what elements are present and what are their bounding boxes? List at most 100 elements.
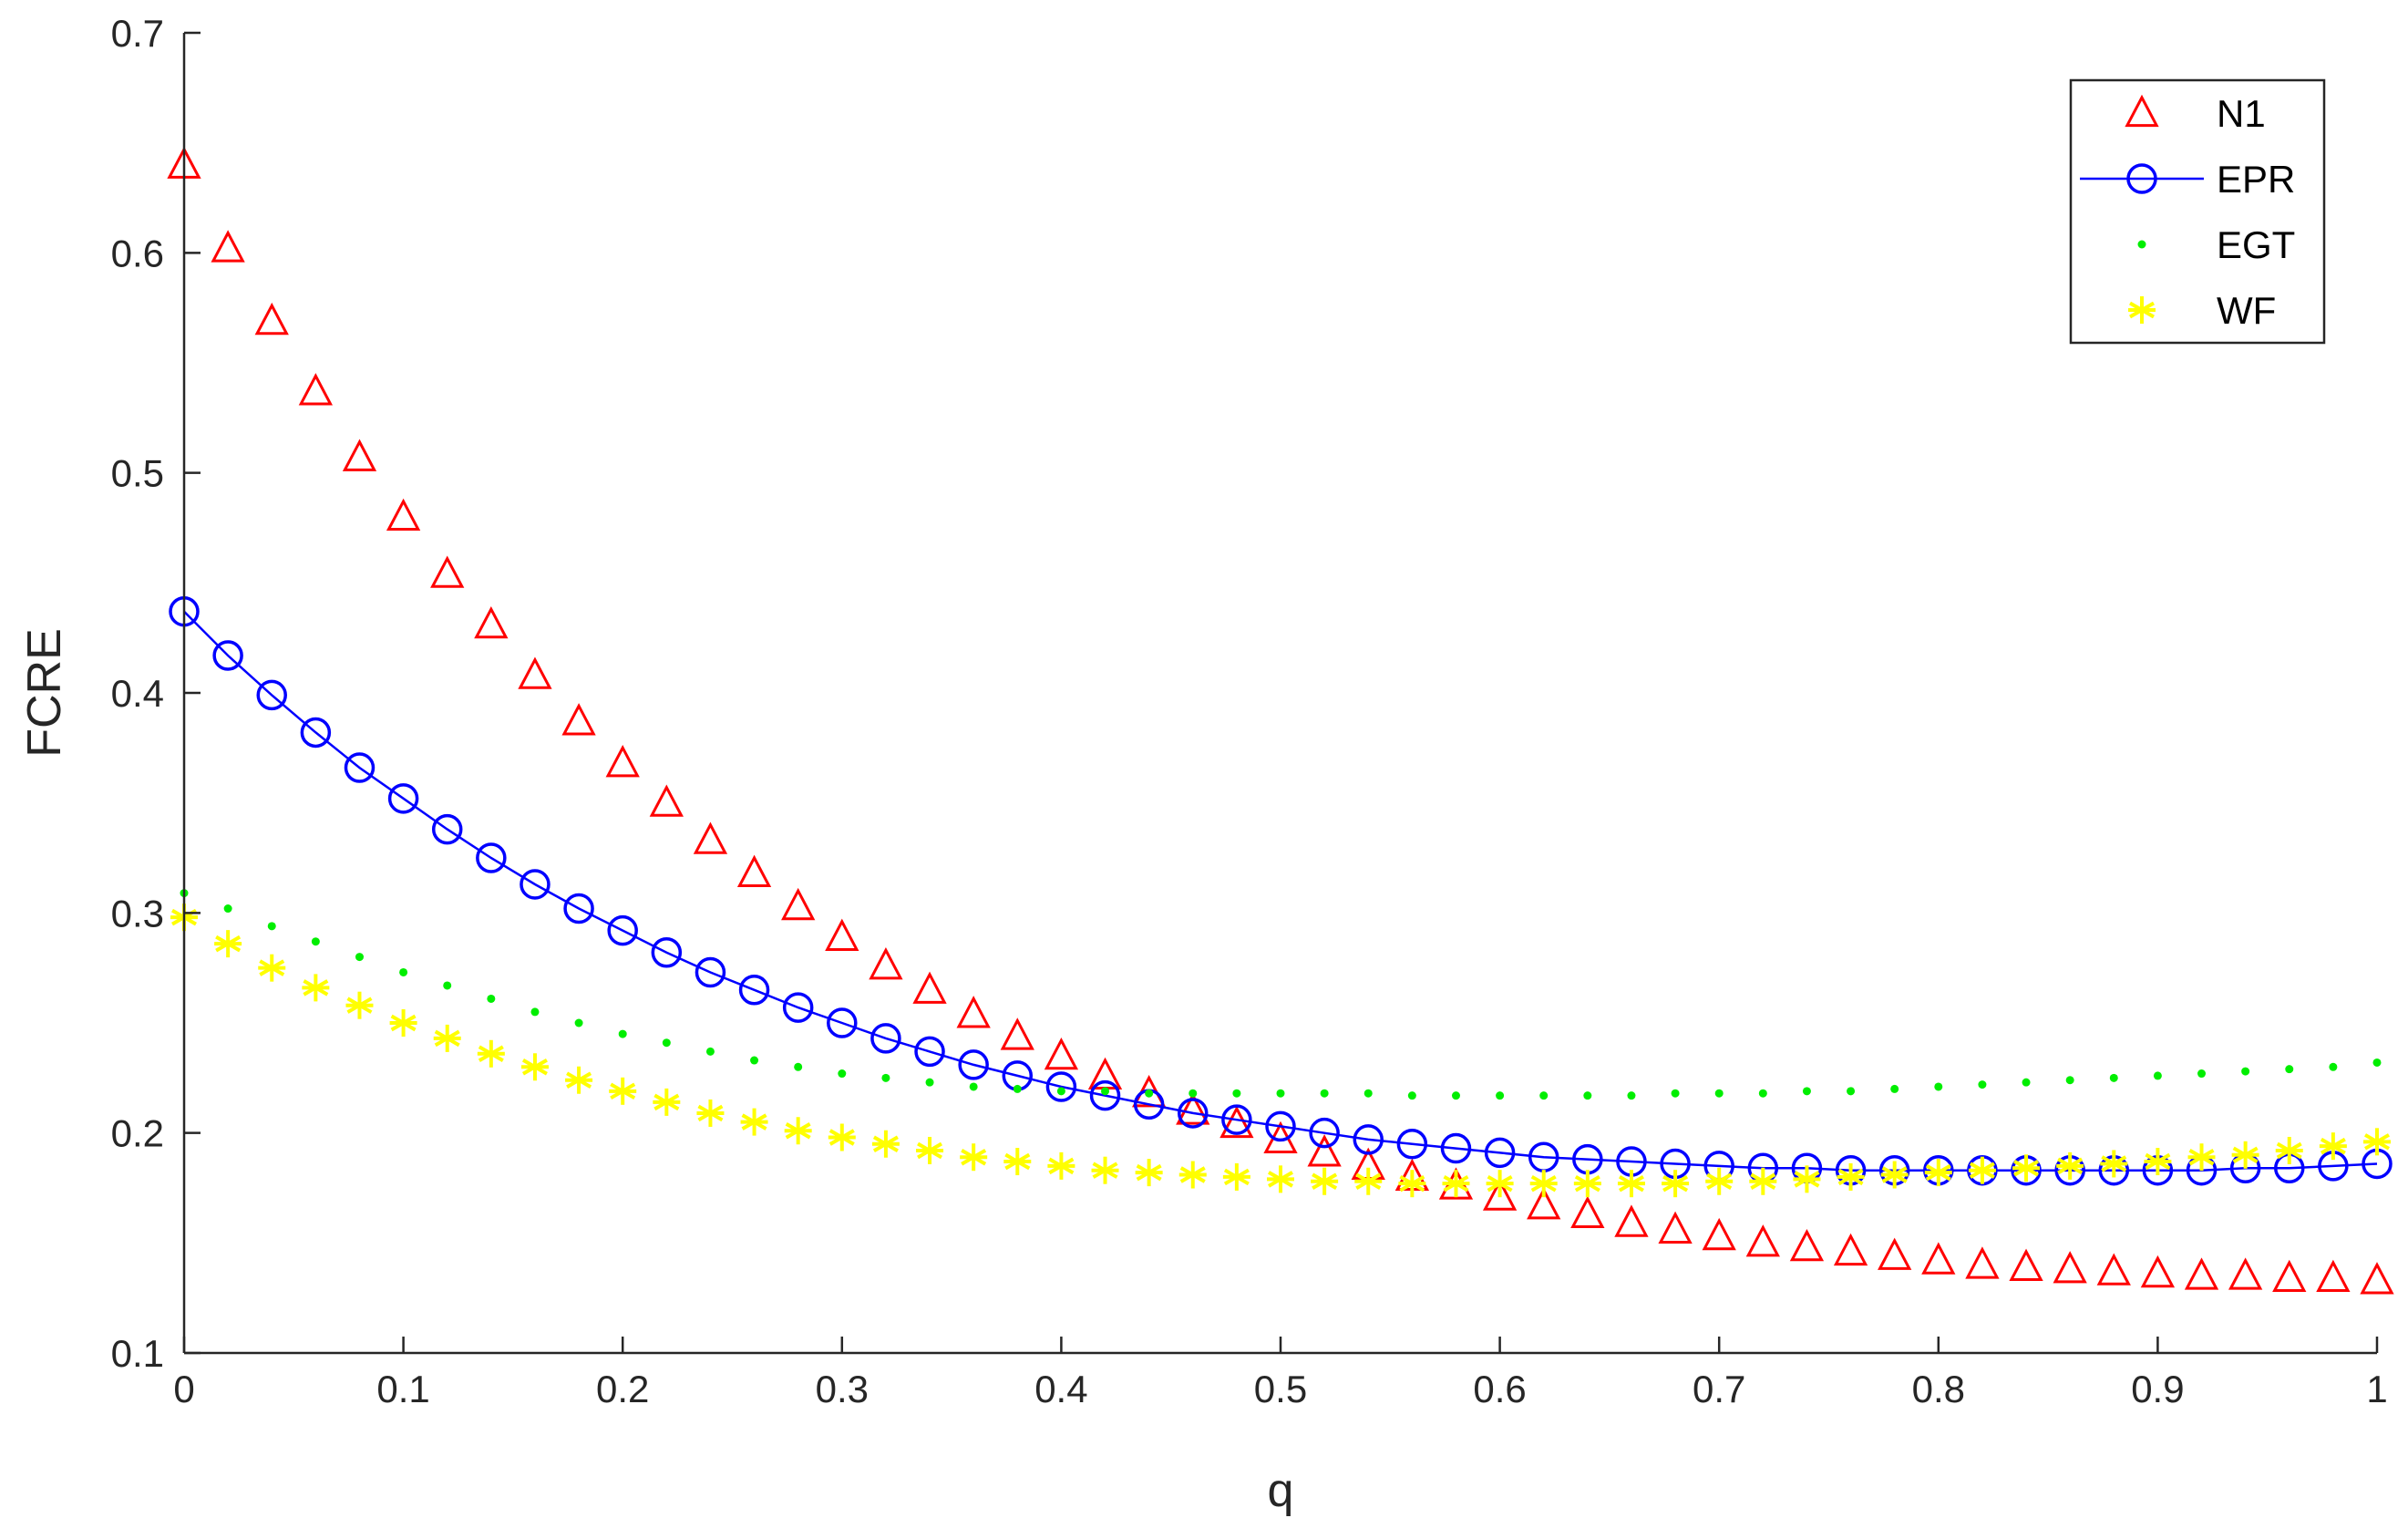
x-tick-label: 0.9 bbox=[2131, 1368, 2184, 1410]
data-point-wf bbox=[345, 991, 374, 1019]
data-point-egt bbox=[1496, 1091, 1505, 1100]
data-point-n1 bbox=[1833, 1233, 1868, 1266]
data-point-wf bbox=[477, 1039, 505, 1068]
data-point-n1 bbox=[1176, 1092, 1210, 1125]
data-point-egt bbox=[2197, 1069, 2207, 1079]
data-point-n1 bbox=[1570, 1195, 1605, 1229]
data-point-epr bbox=[300, 717, 332, 749]
legend-label-epr: EPR bbox=[2217, 158, 2295, 201]
data-point-wf bbox=[2363, 1128, 2391, 1156]
x-tick-label: 0.7 bbox=[1693, 1368, 1745, 1410]
x-tick-label: 0.4 bbox=[1034, 1368, 1087, 1410]
data-point-egt bbox=[2109, 1073, 2118, 1082]
data-point-n1 bbox=[1789, 1228, 1825, 1262]
data-point-n1 bbox=[254, 302, 289, 336]
y-tick-label: 0.6 bbox=[111, 232, 164, 274]
data-point-egt bbox=[443, 981, 452, 990]
data-point-egt bbox=[1627, 1091, 1636, 1100]
data-point-n1 bbox=[2228, 1257, 2263, 1290]
legend-box bbox=[2069, 78, 2326, 345]
data-point-egt bbox=[705, 1047, 715, 1056]
data-point-egt bbox=[1934, 1082, 1943, 1091]
data-point-n1 bbox=[2316, 1259, 2351, 1293]
data-point-wf bbox=[1705, 1167, 1734, 1195]
data-point-egt bbox=[223, 904, 232, 914]
data-point-n1 bbox=[1702, 1217, 1736, 1251]
data-point-wf bbox=[1267, 1165, 1294, 1193]
data-point-wf bbox=[1222, 1162, 1250, 1191]
data-point-wf bbox=[433, 1024, 461, 1052]
y-axis-label: FCRE bbox=[18, 628, 71, 758]
data-point-wf bbox=[1573, 1170, 1601, 1198]
data-point-egt bbox=[2329, 1062, 2338, 1071]
data-point-egt bbox=[574, 1018, 583, 1027]
data-point-egt bbox=[794, 1062, 803, 1071]
data-point-n1 bbox=[1000, 1017, 1034, 1050]
data-point-n1 bbox=[1614, 1204, 1649, 1237]
data-point-n1 bbox=[1044, 1037, 1079, 1070]
data-point-egt bbox=[1232, 1089, 1241, 1098]
data-point-epr bbox=[782, 992, 814, 1023]
data-point-egt bbox=[2285, 1065, 2294, 1074]
x-tick-label: 0.1 bbox=[376, 1368, 429, 1410]
data-point-epr bbox=[1353, 1124, 1384, 1155]
data-point-n1 bbox=[649, 784, 684, 817]
data-point-egt bbox=[1101, 1087, 1110, 1096]
data-point-n1 bbox=[561, 703, 596, 736]
data-point-wf bbox=[740, 1108, 768, 1136]
data-point-n1 bbox=[342, 439, 377, 471]
data-point-wf bbox=[1486, 1170, 1514, 1198]
data-point-wf bbox=[2187, 1143, 2216, 1172]
data-point-egt bbox=[1671, 1089, 1680, 1098]
data-point-egt bbox=[2372, 1058, 2382, 1067]
data-point-wf bbox=[1968, 1156, 1996, 1184]
data-point-n1 bbox=[1219, 1105, 1254, 1139]
data-point-egt bbox=[2065, 1076, 2074, 1085]
data-point-egt bbox=[1407, 1091, 1416, 1100]
legend-label-n1: N1 bbox=[2217, 92, 2266, 135]
data-point-n1 bbox=[869, 947, 903, 980]
data-point-epr bbox=[870, 1023, 901, 1054]
data-point-wf bbox=[609, 1077, 637, 1105]
data-point-wf bbox=[214, 930, 242, 958]
data-point-wf bbox=[1003, 1148, 1032, 1176]
data-point-egt bbox=[1320, 1089, 1329, 1098]
data-point-n1 bbox=[1307, 1134, 1342, 1167]
data-point-n1 bbox=[474, 605, 509, 639]
data-point-epr bbox=[651, 937, 683, 968]
axes: q FCRE 0 0.1 0.2 0.3 0.4 0.5 0.6 0.7 0.8 0.9 10.10… bbox=[18, 12, 2388, 1517]
data-point-egt bbox=[1145, 1089, 1154, 1098]
data-point-wf bbox=[696, 1099, 725, 1127]
data-point-wf bbox=[1662, 1170, 1690, 1198]
data-point-n1 bbox=[1921, 1242, 1956, 1275]
data-point-epr bbox=[695, 956, 726, 988]
data-point-egt bbox=[881, 1073, 890, 1082]
data-point-wf bbox=[1311, 1167, 1339, 1195]
data-point-egt bbox=[530, 1007, 540, 1017]
data-point-n1 bbox=[1527, 1187, 1561, 1220]
data-point-egt bbox=[1013, 1084, 1022, 1093]
data-point-n1 bbox=[2009, 1248, 2043, 1281]
data-point-wf bbox=[1354, 1167, 1383, 1195]
series-egt bbox=[180, 889, 2382, 1100]
legend-marker-wf bbox=[2128, 296, 2156, 324]
data-point-wf bbox=[2231, 1141, 2259, 1169]
data-point-egt bbox=[969, 1082, 978, 1091]
data-point-n1 bbox=[518, 656, 552, 689]
data-point-wf bbox=[1398, 1170, 1426, 1198]
data-point-wf bbox=[1135, 1159, 1163, 1187]
data-point-egt bbox=[1364, 1089, 1373, 1098]
data-point-egt bbox=[2022, 1078, 2031, 1087]
data-point-n1 bbox=[2053, 1251, 2087, 1284]
data-point-wf bbox=[2056, 1151, 2084, 1180]
data-point-wf bbox=[1880, 1161, 1909, 1189]
data-point-n1 bbox=[1745, 1224, 1780, 1257]
data-point-epr bbox=[344, 752, 376, 783]
data-point-epr bbox=[563, 893, 594, 924]
data-point-wf bbox=[2319, 1132, 2347, 1161]
data-point-wf bbox=[1047, 1151, 1075, 1180]
data-point-wf bbox=[2100, 1150, 2128, 1178]
data-point-egt bbox=[750, 1056, 759, 1065]
data-point-n1 bbox=[956, 996, 991, 1028]
legend-item-egt: EGT bbox=[2137, 223, 2295, 266]
